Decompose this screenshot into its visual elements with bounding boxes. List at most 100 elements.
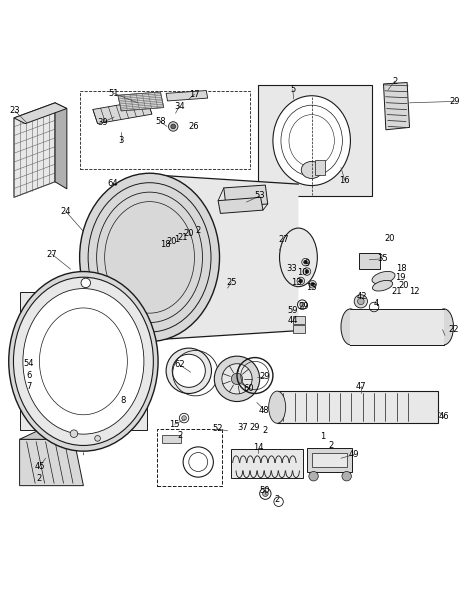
Circle shape	[263, 491, 268, 497]
Text: 17: 17	[189, 90, 200, 99]
Ellipse shape	[273, 96, 350, 185]
Text: 1: 1	[174, 235, 179, 244]
Circle shape	[152, 246, 159, 253]
Polygon shape	[350, 309, 444, 345]
Text: 64: 64	[108, 179, 118, 188]
Ellipse shape	[13, 278, 154, 446]
Bar	[162, 435, 181, 443]
Text: 21: 21	[177, 233, 188, 241]
Ellipse shape	[9, 271, 158, 451]
Ellipse shape	[280, 228, 318, 287]
Text: 51: 51	[109, 89, 119, 98]
Text: 39: 39	[97, 118, 108, 127]
Circle shape	[182, 416, 186, 421]
Circle shape	[311, 282, 315, 286]
Text: 3: 3	[118, 136, 124, 145]
Text: 12: 12	[409, 287, 419, 297]
Circle shape	[214, 356, 260, 402]
Text: 62: 62	[174, 360, 185, 369]
Ellipse shape	[163, 235, 174, 248]
Text: 13: 13	[306, 282, 317, 292]
Bar	[20, 370, 58, 376]
Text: 4: 4	[374, 299, 379, 308]
Polygon shape	[93, 100, 152, 123]
Text: 52: 52	[212, 424, 222, 433]
Text: 18: 18	[160, 240, 171, 249]
Ellipse shape	[372, 271, 395, 284]
Polygon shape	[14, 103, 55, 197]
Circle shape	[300, 302, 305, 307]
Text: 50: 50	[259, 486, 270, 495]
Polygon shape	[19, 292, 147, 430]
Ellipse shape	[169, 231, 180, 244]
Text: 20: 20	[398, 281, 409, 290]
Ellipse shape	[301, 161, 322, 179]
Circle shape	[231, 373, 243, 384]
Text: 54: 54	[24, 359, 34, 368]
Text: 26: 26	[188, 122, 199, 131]
Circle shape	[171, 124, 175, 129]
Circle shape	[309, 281, 317, 288]
Text: 2: 2	[263, 426, 268, 435]
Text: 2: 2	[196, 226, 201, 235]
Circle shape	[70, 430, 78, 437]
Circle shape	[95, 435, 100, 441]
Polygon shape	[19, 440, 83, 486]
Polygon shape	[19, 431, 83, 440]
Polygon shape	[150, 174, 299, 340]
Ellipse shape	[373, 281, 392, 291]
Ellipse shape	[188, 223, 199, 236]
Polygon shape	[14, 103, 67, 123]
Text: 7: 7	[27, 382, 32, 391]
Bar	[156, 429, 222, 486]
Ellipse shape	[269, 391, 286, 423]
Bar	[307, 448, 352, 472]
Circle shape	[299, 279, 303, 283]
Text: 2: 2	[37, 473, 42, 483]
Text: 2: 2	[392, 77, 398, 85]
Text: 20: 20	[183, 229, 194, 238]
Circle shape	[342, 472, 351, 481]
Text: 13: 13	[291, 278, 301, 287]
Circle shape	[23, 377, 33, 386]
Text: 34: 34	[174, 102, 185, 111]
Text: 5: 5	[290, 85, 295, 94]
Polygon shape	[218, 197, 263, 214]
Text: 37: 37	[237, 423, 248, 432]
Text: 33: 33	[286, 264, 297, 273]
Text: 58: 58	[155, 117, 166, 126]
Text: 1: 1	[320, 432, 326, 441]
Text: 8: 8	[120, 396, 125, 405]
Text: 47: 47	[356, 382, 366, 391]
Text: 2: 2	[274, 495, 280, 504]
Polygon shape	[383, 82, 410, 130]
Text: 60: 60	[244, 384, 254, 393]
Text: 20: 20	[166, 237, 177, 246]
Text: 29: 29	[250, 423, 260, 432]
Text: 15: 15	[169, 420, 180, 429]
Text: 29: 29	[259, 373, 270, 381]
Circle shape	[186, 246, 189, 249]
Text: 27: 27	[278, 235, 289, 244]
Text: 19: 19	[395, 273, 405, 282]
Text: 42: 42	[357, 292, 367, 301]
Ellipse shape	[23, 289, 144, 434]
Text: 16: 16	[339, 176, 350, 185]
Text: 49: 49	[349, 450, 359, 459]
Ellipse shape	[177, 228, 188, 241]
Circle shape	[23, 368, 33, 378]
Text: 14: 14	[253, 443, 264, 453]
Text: 29: 29	[449, 97, 460, 106]
Bar	[258, 85, 372, 196]
Text: 45: 45	[34, 462, 45, 471]
Circle shape	[309, 472, 318, 481]
Bar	[293, 316, 305, 324]
Bar	[359, 252, 380, 269]
Polygon shape	[224, 185, 268, 207]
Circle shape	[302, 258, 310, 266]
Text: 25: 25	[226, 278, 237, 287]
Text: 18: 18	[396, 264, 407, 273]
Text: 2: 2	[178, 431, 183, 440]
Text: 48: 48	[259, 405, 270, 414]
Text: 21: 21	[392, 287, 402, 297]
